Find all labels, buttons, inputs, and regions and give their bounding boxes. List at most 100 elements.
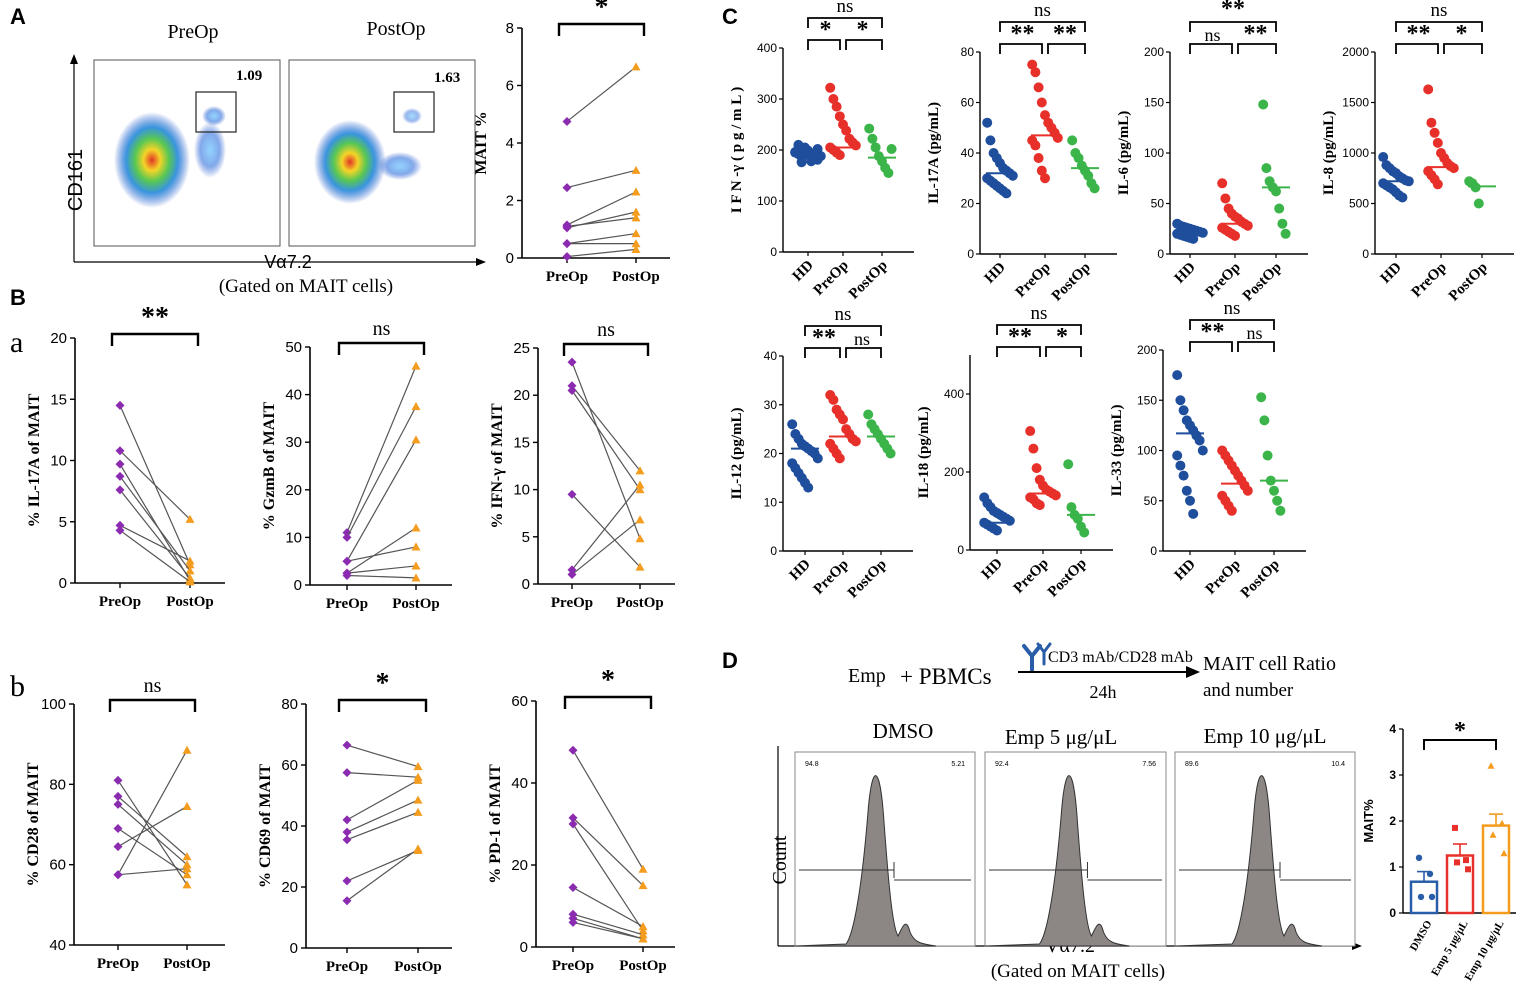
sig-label-top: ** <box>1221 0 1245 22</box>
pair-line <box>572 913 644 936</box>
postop-point <box>185 514 195 523</box>
preop-point <box>562 221 572 231</box>
y-tick-label: 200 <box>757 143 777 157</box>
data-point <box>1452 824 1458 831</box>
data-point <box>812 154 823 165</box>
x-tick-label: DMSO <box>1408 918 1435 953</box>
sig-label-top: ns <box>1034 0 1051 21</box>
data-point <box>1036 97 1047 108</box>
postop-point <box>182 852 192 861</box>
postop-point <box>638 922 648 931</box>
postop-point <box>413 844 423 853</box>
x-tick-label: PostOp <box>1446 260 1491 305</box>
y-tick-label: 40 <box>49 937 66 954</box>
y-tick-label: 200 <box>1144 45 1164 59</box>
sig-label-a: ** <box>1011 21 1035 47</box>
data-point <box>1175 460 1186 471</box>
data-point <box>1277 218 1288 229</box>
postop-point <box>631 239 641 248</box>
data-point <box>850 140 861 151</box>
gate-value-left: 92.4 <box>995 761 1009 768</box>
preop-point <box>342 896 352 906</box>
pair-line <box>566 191 637 226</box>
x-tick-label: HD <box>982 259 1009 286</box>
sig-label-top: ns <box>837 0 854 17</box>
preop-point <box>568 917 578 927</box>
data-point <box>992 525 1002 536</box>
postop-point <box>635 515 645 524</box>
postop-point <box>413 795 423 804</box>
y-tick-label: 20 <box>50 330 67 347</box>
data-point <box>1256 392 1267 403</box>
y-tick-label: 1500 <box>1342 96 1369 110</box>
data-point <box>1083 170 1094 181</box>
data-point <box>1470 182 1481 193</box>
y-tick-label: 500 <box>1349 197 1369 211</box>
data-point <box>1036 165 1047 176</box>
sig-label-a: ** <box>812 325 836 351</box>
y-tick-label: 100 <box>1144 146 1164 160</box>
x-tick-label: PreOp <box>326 959 368 975</box>
sig-label-b: * <box>1456 21 1468 47</box>
preop-point <box>568 813 578 823</box>
postop-point <box>635 485 645 494</box>
data-point <box>1066 502 1077 513</box>
data-point <box>1034 500 1045 511</box>
y-axis-label: IL-6 (pg/mL) <box>1116 111 1132 196</box>
postop-point <box>182 801 192 811</box>
postop-point <box>185 577 195 586</box>
data-point <box>1463 857 1469 864</box>
panel-label-c: C <box>722 4 738 29</box>
y-axis-label: IL-33 (pg/mL) <box>1109 404 1125 496</box>
hist-title-emp10: Emp 10 μg/μL <box>1204 724 1327 748</box>
preop-point <box>562 116 572 126</box>
chart-cd28-mait: 40 60 80 100 PreOp PostOp % CD28 of MAIT ns <box>25 675 225 972</box>
sig-bracket-b <box>1045 346 1082 357</box>
y-tick-label: 1000 <box>1342 146 1369 160</box>
preop-point <box>113 870 123 880</box>
data-point <box>1426 870 1434 878</box>
preop-point <box>342 876 352 886</box>
hist-title-emp5: Emp 5 μg/μL <box>1005 725 1117 749</box>
panel-label-d: D <box>722 648 738 673</box>
y-tick-label: 60 <box>511 693 528 710</box>
y-tick-label: 0 <box>957 543 964 557</box>
pair-line <box>571 519 641 576</box>
x-tick-label: PreOp <box>546 269 588 285</box>
sig-bracket <box>563 695 653 709</box>
preop-point <box>342 532 352 542</box>
preop-point <box>342 570 352 580</box>
x-tick-label: PostOp <box>1049 260 1094 305</box>
pair-line <box>346 546 417 562</box>
y-tick-label: 40 <box>285 387 302 404</box>
y-tick-label: 10 <box>764 495 778 509</box>
chart-gzmb-mait: 0 10 20 30 40 50 PreOp PostOp % GzmB of MAIT ns <box>261 318 452 612</box>
sig-bracket-top <box>804 325 882 336</box>
sig-label-a: * <box>820 17 832 43</box>
data-point <box>1004 515 1015 526</box>
sig-bracket <box>557 22 646 36</box>
histogram-peak <box>984 775 1130 947</box>
postop-point <box>182 880 192 889</box>
sig-label-b: ns <box>854 329 870 349</box>
data-point <box>1181 485 1192 496</box>
y-axis-label: IL-8 (pg/mL) <box>1321 111 1337 196</box>
data-point <box>885 448 896 459</box>
scheme-result-2: and number <box>1203 680 1294 701</box>
y-axis-label: % IFN-γ of MAIT <box>489 403 506 529</box>
flow-xlabel: Vα7.2 <box>264 252 311 272</box>
sig-label-top: ns <box>1431 0 1448 21</box>
y-tick-label: 3 <box>1389 768 1396 782</box>
pair-line <box>566 66 637 122</box>
x-tick-label: PostOp <box>1240 260 1285 305</box>
preop-point <box>115 446 125 456</box>
data-point <box>1067 135 1078 146</box>
sig-bracket-top <box>1395 21 1483 32</box>
data-point <box>1188 233 1199 244</box>
sig-bracket-a <box>996 346 1041 357</box>
y-tick-label: 4 <box>1389 722 1396 736</box>
preop-point <box>113 799 123 809</box>
gate-value-right: 10.4 <box>1331 761 1345 768</box>
